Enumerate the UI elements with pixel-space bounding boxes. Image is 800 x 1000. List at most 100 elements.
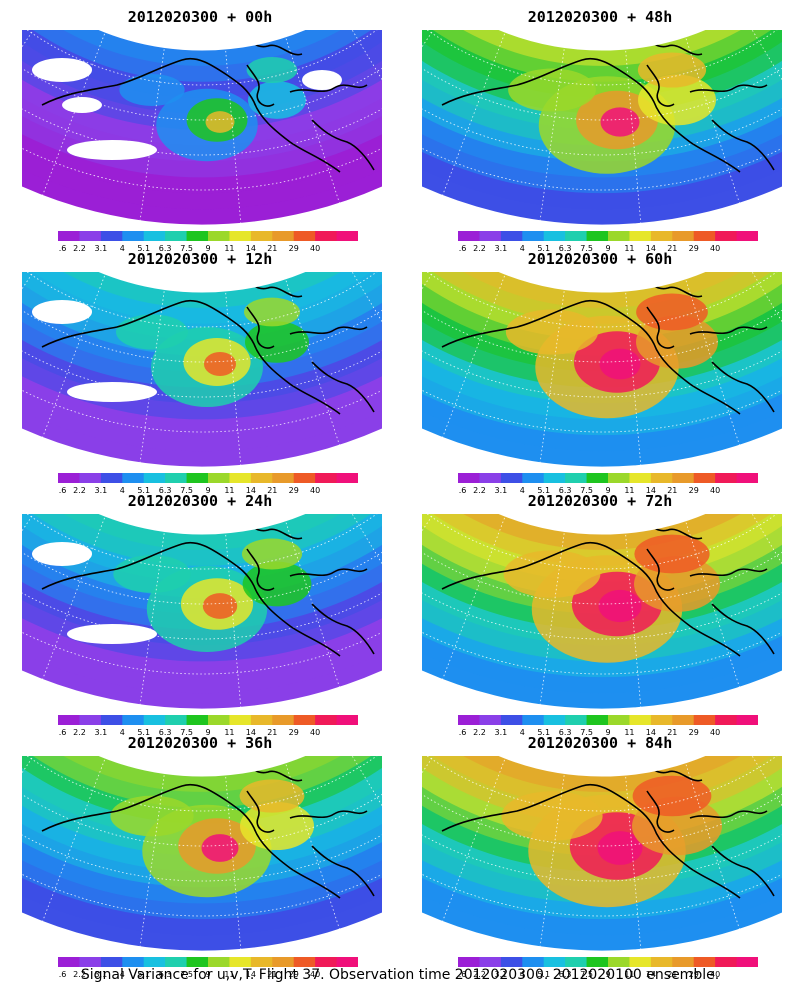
colorbar-swatch <box>693 715 716 725</box>
colorbar: 1.6 2.2 3.1 4 5.1 6.3 7.5 9 11 14 21 29 40 <box>58 231 358 253</box>
colorbar-swatch <box>272 957 295 967</box>
colorbar-tick-label: 9 <box>205 970 210 979</box>
colorbar-swatch <box>565 957 588 967</box>
colorbar-tick-label: 40 <box>710 244 720 253</box>
colorbar-swatch <box>165 715 188 725</box>
colorbar-swatch <box>715 715 738 725</box>
colorbar-swatch <box>186 231 209 241</box>
colorbar-tick-label: 2.2 <box>473 728 486 737</box>
colorbar-swatch <box>522 231 545 241</box>
colorbar-tick-label: 29 <box>289 244 299 253</box>
colorbar-swatch <box>586 715 609 725</box>
colorbar-swatch <box>500 231 523 241</box>
colorbar-swatch <box>272 231 295 241</box>
colorbar-swatch <box>522 957 545 967</box>
colorbar-swatch <box>143 957 166 967</box>
colorbar-swatch <box>736 715 758 725</box>
colorbar-swatch <box>100 231 123 241</box>
colorbar-tick-label: 11 <box>624 728 634 737</box>
colorbar-swatch <box>250 957 273 967</box>
colorbar-swatch <box>336 473 358 483</box>
polar-stereographic-map <box>22 30 382 226</box>
colorbar: 1.6 2.2 3.1 4 5.1 6.3 7.5 9 11 14 21 29 40 <box>58 715 358 737</box>
polar-stereographic-map <box>422 30 782 226</box>
colorbar-swatch <box>586 957 609 967</box>
colorbar-tick-label: 29 <box>289 970 299 979</box>
colorbar-tick-label: 5.1 <box>537 728 550 737</box>
colorbar-tick-label: 14 <box>246 244 256 253</box>
colorbar-tick-label: 2.2 <box>473 244 486 253</box>
colorbar-swatch <box>693 231 716 241</box>
colorbar-swatch <box>293 231 316 241</box>
colorbar-tick-label: 2.2 <box>473 970 486 979</box>
colorbar-tick-label: 1.6 <box>458 728 466 737</box>
map-panel: 2012020300 + 24h 1.6 2.2 3.1 4 5.1 6.3 7.5 9 11 14… <box>10 492 390 737</box>
colorbar-tick-label: 29 <box>689 970 699 979</box>
colorbar-tick-label: 7.5 <box>580 244 593 253</box>
colorbar-tick-label: 11 <box>224 728 234 737</box>
colorbar-tick-label: 7.5 <box>580 970 593 979</box>
colorbar-tick-label: 11 <box>624 970 634 979</box>
colorbar-swatch <box>165 473 188 483</box>
colorbar-tick-label: 11 <box>224 970 234 979</box>
colorbar-swatch <box>165 957 188 967</box>
colorbar: 1.6 2.2 3.1 4 5.1 6.3 7.5 9 11 14 21 29 40 <box>58 957 358 979</box>
colorbar-swatch <box>608 715 630 725</box>
colorbar-swatch <box>650 473 673 483</box>
panel-title: 2012020300 + 72h <box>527 492 673 510</box>
colorbar-swatch <box>479 231 502 241</box>
colorbar-swatch <box>543 957 566 967</box>
colorbar-swatch <box>293 715 316 725</box>
colorbar-swatch <box>250 231 273 241</box>
colorbar-tick-label: 14 <box>646 970 656 979</box>
colorbar-tick-label: 9 <box>205 728 210 737</box>
colorbar-tick-label: 29 <box>289 486 299 495</box>
colorbar-tick-label: 9 <box>205 486 210 495</box>
colorbar-tick-label: 6.3 <box>159 486 172 495</box>
colorbar-tick-label: 21 <box>667 486 677 495</box>
map-panel: 2012020300 + 48h 1.6 2.2 3.1 4 5.1 6.3 7.5 9 11 14… <box>410 8 790 253</box>
colorbar-tick-label: 5.1 <box>537 970 550 979</box>
colorbar-tick-label: 14 <box>646 244 656 253</box>
colorbar-tick-label: 29 <box>689 486 699 495</box>
colorbar-swatch <box>186 957 209 967</box>
colorbar-swatch <box>672 473 695 483</box>
colorbar-swatch <box>629 231 652 241</box>
panel-title: 2012020300 + 36h <box>127 734 273 752</box>
colorbar-tick-label: 7.5 <box>580 486 593 495</box>
colorbar-swatch <box>122 473 145 483</box>
colorbar-tick-label: 7.5 <box>180 486 193 495</box>
colorbar-swatch <box>522 473 545 483</box>
colorbar-swatch <box>122 231 145 241</box>
colorbar-tick-label: 21 <box>667 728 677 737</box>
colorbar-swatch <box>715 957 738 967</box>
colorbar-swatch <box>208 957 230 967</box>
colorbar-swatch <box>272 473 295 483</box>
colorbar-swatch <box>458 957 480 967</box>
colorbar-tick-label: 21 <box>667 244 677 253</box>
colorbar-tick-label: 4 <box>120 486 125 495</box>
colorbar-swatch <box>586 473 609 483</box>
colorbar-tick-label: 11 <box>224 244 234 253</box>
colorbar-tick-label: 21 <box>667 970 677 979</box>
colorbar-tick-label: 9 <box>605 728 610 737</box>
panel-title: 2012020300 + 00h <box>127 8 273 26</box>
colorbar-tick-label: 14 <box>646 486 656 495</box>
colorbar-swatch <box>79 957 102 967</box>
colorbar-tick-label: 40 <box>710 486 720 495</box>
colorbar-tick-label: 14 <box>246 970 256 979</box>
colorbar-swatch <box>672 231 695 241</box>
colorbar-tick-label: 5.1 <box>137 244 150 253</box>
colorbar-swatch <box>500 957 523 967</box>
colorbar-swatch <box>479 715 502 725</box>
colorbar: 1.6 2.2 3.1 4 5.1 6.3 7.5 9 11 14 21 29 40 <box>458 957 758 979</box>
colorbar-tick-label: 29 <box>289 728 299 737</box>
colorbar-tick-label: 14 <box>246 728 256 737</box>
colorbar-swatch <box>693 473 716 483</box>
colorbar: 1.6 2.2 3.1 4 5.1 6.3 7.5 9 11 14 21 29 40 <box>458 715 758 737</box>
colorbar-swatch <box>336 957 358 967</box>
colorbar-swatch <box>608 473 630 483</box>
colorbar-tick-label: 2.2 <box>73 486 86 495</box>
colorbar-tick-label: 3.1 <box>494 728 507 737</box>
colorbar-tick-label: 6.3 <box>159 244 172 253</box>
